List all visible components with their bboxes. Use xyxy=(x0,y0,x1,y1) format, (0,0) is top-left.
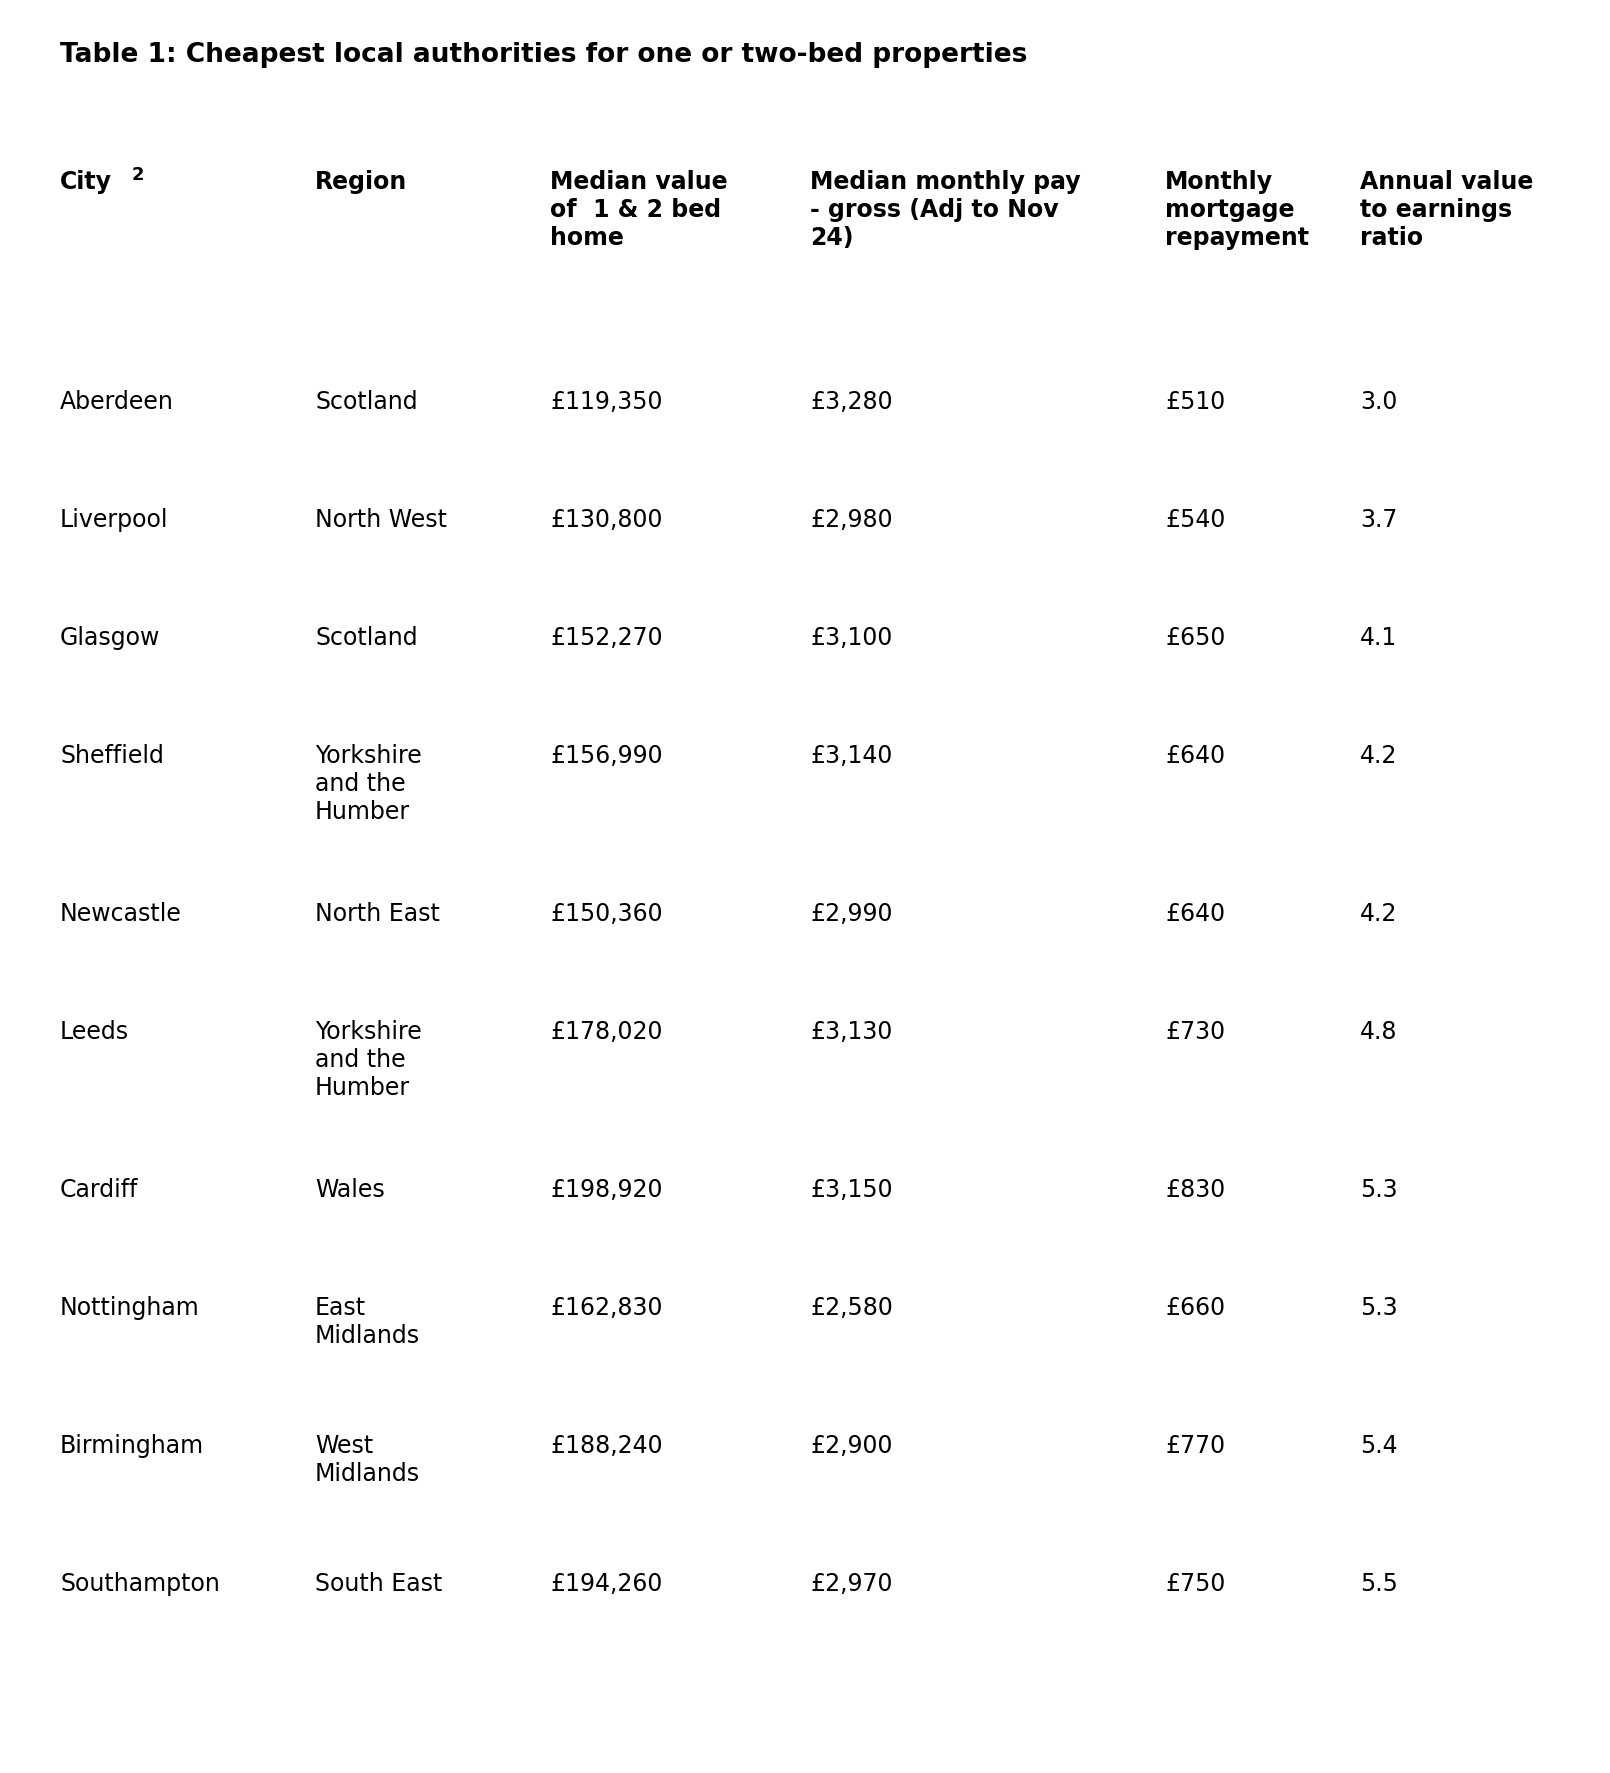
Text: £650: £650 xyxy=(1166,626,1225,649)
Text: South East: South East xyxy=(316,1571,443,1596)
Text: Scotland: Scotland xyxy=(316,390,417,413)
Text: £130,800: £130,800 xyxy=(551,507,662,532)
Text: Table 1: Cheapest local authorities for one or two-bed properties: Table 1: Cheapest local authorities for … xyxy=(60,43,1027,67)
Text: £198,920: £198,920 xyxy=(551,1177,662,1202)
Text: £3,140: £3,140 xyxy=(810,743,892,768)
Text: Yorkshire
and the
Humber: Yorkshire and the Humber xyxy=(316,1019,422,1099)
Text: £2,900: £2,900 xyxy=(810,1433,892,1457)
Text: Liverpool: Liverpool xyxy=(60,507,169,532)
Text: £119,350: £119,350 xyxy=(551,390,662,413)
Text: £2,980: £2,980 xyxy=(810,507,892,532)
Text: Nottingham: Nottingham xyxy=(60,1296,200,1319)
Text: 5.3: 5.3 xyxy=(1360,1177,1397,1202)
Text: Yorkshire
and the
Humber: Yorkshire and the Humber xyxy=(316,743,422,823)
Text: 3.7: 3.7 xyxy=(1360,507,1397,532)
Text: £194,260: £194,260 xyxy=(551,1571,662,1596)
Text: Southampton: Southampton xyxy=(60,1571,221,1596)
Text: £3,150: £3,150 xyxy=(810,1177,892,1202)
Text: £660: £660 xyxy=(1166,1296,1225,1319)
Text: £150,360: £150,360 xyxy=(551,901,663,926)
Text: £3,130: £3,130 xyxy=(810,1019,892,1044)
Text: 2: 2 xyxy=(132,167,145,184)
Text: Scotland: Scotland xyxy=(316,626,417,649)
Text: Cardiff: Cardiff xyxy=(60,1177,138,1202)
Text: North West: North West xyxy=(316,507,448,532)
Text: £830: £830 xyxy=(1166,1177,1225,1202)
Text: £640: £640 xyxy=(1166,743,1225,768)
Text: Birmingham: Birmingham xyxy=(60,1433,204,1457)
Text: £510: £510 xyxy=(1166,390,1225,413)
Text: Wales: Wales xyxy=(316,1177,385,1202)
Text: Median monthly pay
- gross (Adj to Nov
24): Median monthly pay - gross (Adj to Nov 2… xyxy=(810,170,1080,250)
Text: City: City xyxy=(60,170,113,193)
Text: £156,990: £156,990 xyxy=(551,743,663,768)
Text: £2,580: £2,580 xyxy=(810,1296,894,1319)
Text: Region: Region xyxy=(316,170,407,193)
Text: £730: £730 xyxy=(1166,1019,1225,1044)
Text: Annual value
to earnings
ratio: Annual value to earnings ratio xyxy=(1360,170,1533,250)
Text: Median value
of  1 & 2 bed
home: Median value of 1 & 2 bed home xyxy=(551,170,728,250)
Text: 4.8: 4.8 xyxy=(1360,1019,1397,1044)
Text: £2,970: £2,970 xyxy=(810,1571,892,1596)
Text: £162,830: £162,830 xyxy=(551,1296,662,1319)
Text: £750: £750 xyxy=(1166,1571,1225,1596)
Text: 5.4: 5.4 xyxy=(1360,1433,1397,1457)
Text: Newcastle: Newcastle xyxy=(60,901,182,926)
Text: North East: North East xyxy=(316,901,440,926)
Text: £3,280: £3,280 xyxy=(810,390,892,413)
Text: £640: £640 xyxy=(1166,901,1225,926)
Text: 4.2: 4.2 xyxy=(1360,901,1397,926)
Text: 5.5: 5.5 xyxy=(1360,1571,1397,1596)
Text: 3.0: 3.0 xyxy=(1360,390,1397,413)
Text: 4.1: 4.1 xyxy=(1360,626,1397,649)
Text: £3,100: £3,100 xyxy=(810,626,892,649)
Text: Monthly
mortgage
repayment: Monthly mortgage repayment xyxy=(1166,170,1309,250)
Text: Aberdeen: Aberdeen xyxy=(60,390,174,413)
Text: £188,240: £188,240 xyxy=(551,1433,663,1457)
Text: £2,990: £2,990 xyxy=(810,901,892,926)
Text: £152,270: £152,270 xyxy=(551,626,663,649)
Text: Sheffield: Sheffield xyxy=(60,743,164,768)
Text: £770: £770 xyxy=(1166,1433,1225,1457)
Text: £540: £540 xyxy=(1166,507,1225,532)
Text: 4.2: 4.2 xyxy=(1360,743,1397,768)
Text: Leeds: Leeds xyxy=(60,1019,129,1044)
Text: West
Midlands: West Midlands xyxy=(316,1433,420,1486)
Text: East
Midlands: East Midlands xyxy=(316,1296,420,1347)
Text: £178,020: £178,020 xyxy=(551,1019,662,1044)
Text: 5.3: 5.3 xyxy=(1360,1296,1397,1319)
Text: Glasgow: Glasgow xyxy=(60,626,161,649)
